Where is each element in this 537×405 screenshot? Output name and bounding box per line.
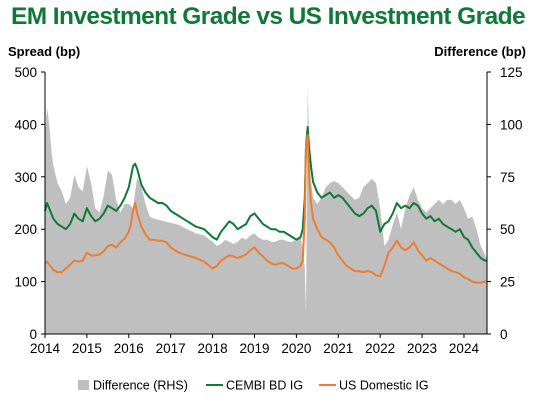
x-tick-label: 2017: [156, 341, 186, 356]
x-tick-label: 2024: [449, 341, 480, 356]
axes: [41, 71, 491, 338]
y-right-tick-label: 0: [500, 327, 508, 342]
x-tick-label: 2015: [72, 341, 102, 356]
y-left-tick-label: 400: [14, 117, 37, 132]
spread-lines: [44, 126, 487, 284]
legend-label-difference-rhs: Difference (RHS): [93, 379, 188, 393]
legend-label-cembi-bd-ig: CEMBI BD IG: [226, 379, 303, 393]
x-tick-label: 2022: [365, 341, 395, 356]
y-right-tick-label: 125: [500, 65, 523, 80]
series-difference-rhs-area: [45, 86, 487, 334]
y-left-tick-label: 100: [14, 275, 37, 290]
y-right-tick-label: 75: [500, 170, 515, 185]
y-axis-right-title: Difference (bp): [434, 44, 526, 59]
legend: Difference (RHS) CEMBI BD IG US Domestic I…: [78, 379, 429, 393]
legend-label-us-domestic-ig: US Domestic IG: [339, 379, 429, 393]
y-right-tick-label: 50: [500, 222, 515, 237]
x-tick-label: 2021: [323, 341, 353, 356]
x-tick-label: 2023: [407, 341, 437, 356]
tick-labels: 0 100 200 300 400 500 0 25 50 75 100 125 2014 2015 201…: [14, 65, 522, 356]
difference-area-series: [45, 86, 487, 334]
y-left-tick-label: 0: [29, 327, 37, 342]
series-us-domestic-ig-line: [44, 133, 487, 284]
y-left-tick-label: 500: [14, 65, 37, 80]
x-tick-label: 2018: [198, 341, 228, 356]
x-tick-label: 2016: [114, 341, 144, 356]
y-left-tick-label: 200: [14, 222, 37, 237]
legend-swatch-difference-rhs: [78, 380, 89, 390]
x-tick-label: 2014: [30, 341, 61, 356]
x-tick-label: 2020: [281, 341, 311, 356]
y-left-tick-label: 300: [14, 170, 37, 185]
y-right-tick-label: 25: [500, 275, 515, 290]
y-right-tick-label: 100: [500, 117, 523, 132]
series-cembi-bd-ig-line: [44, 126, 487, 262]
chart-title: EM Investment Grade vs US Investment Gra…: [11, 3, 526, 30]
x-tick-label: 2019: [239, 341, 269, 356]
y-axis-left-title: Spread (bp): [8, 44, 80, 59]
